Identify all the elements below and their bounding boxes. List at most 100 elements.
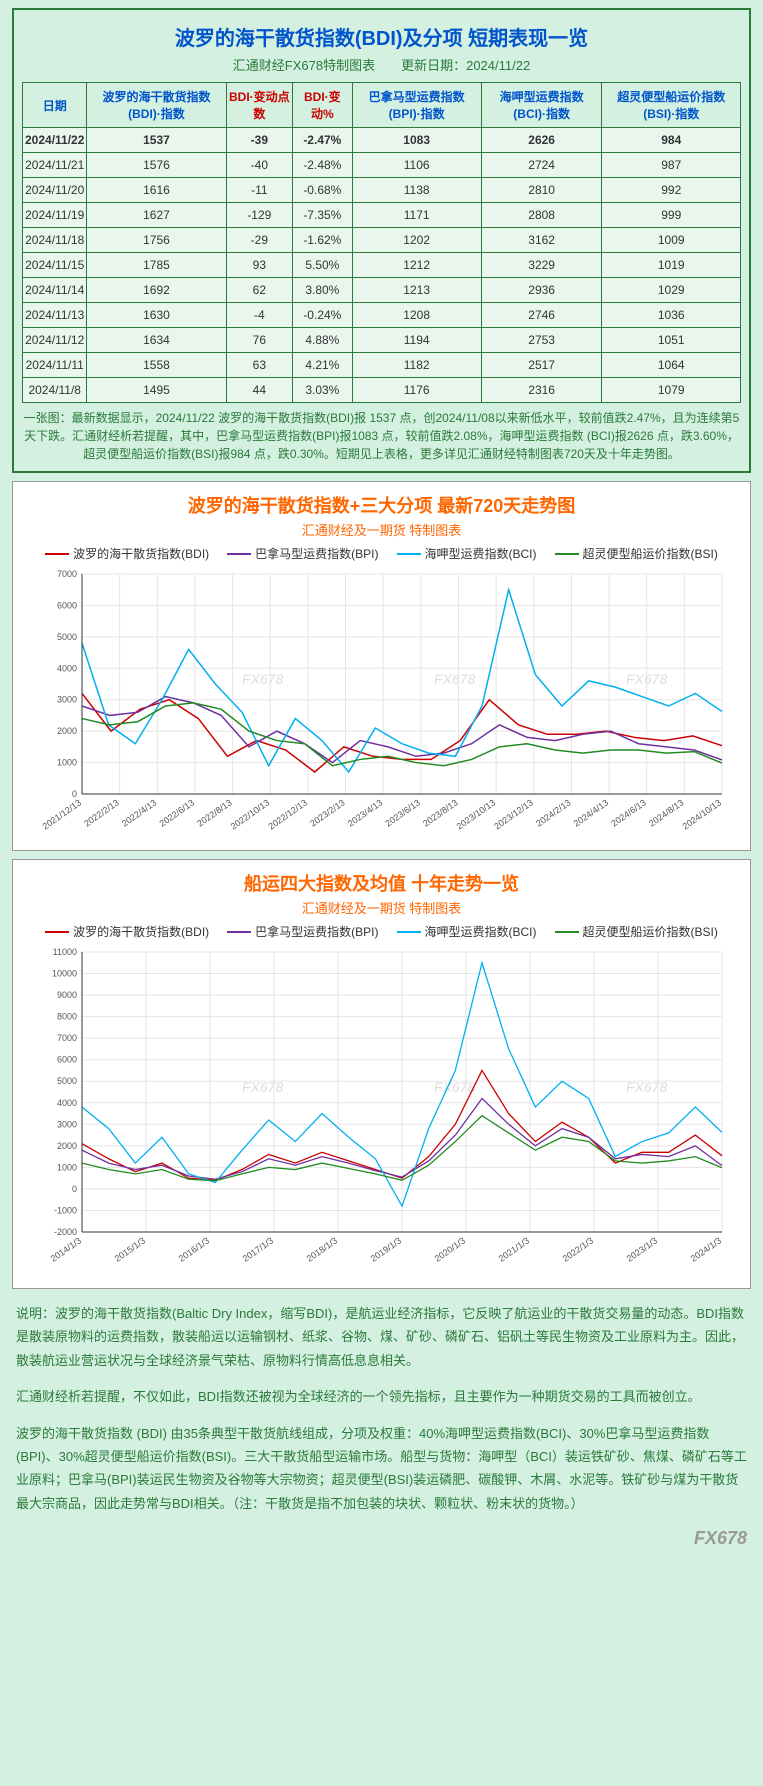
table-row: 2024/11/141692623.80%121329361029 — [23, 278, 741, 303]
table-header: 波罗的海干散货指数(BDI)·指数 — [87, 83, 226, 128]
table-row: 2024/11/121634764.88%119427531051 — [23, 328, 741, 353]
svg-text:FX678: FX678 — [242, 671, 283, 687]
legend-item: 海呷型运费指数(BCI) — [397, 923, 537, 940]
chart720-title: 波罗的海干散货指数+三大分项 最新720天走势图 — [19, 492, 744, 518]
table-row: 2024/11/81495443.03%117623161079 — [23, 378, 741, 403]
chart10y-title: 船运四大指数及均值 十年走势一览 — [19, 870, 744, 896]
svg-text:FX678: FX678 — [242, 1079, 283, 1095]
svg-text:2000: 2000 — [56, 726, 76, 736]
legend-item: 波罗的海干散货指数(BDI) — [45, 923, 209, 940]
explanation-paragraph: 汇通财经析若提醒，不仅如此，BDI指数还被视为全球经济的一个领先指标，且主要作为… — [16, 1385, 747, 1408]
svg-text:FX678: FX678 — [434, 1079, 475, 1095]
legend-item: 巴拿马型运费指数(BPI) — [227, 923, 378, 940]
svg-text:5000: 5000 — [56, 632, 76, 642]
chart10y-svg: -2000-1000010002000300040005000600070008… — [32, 942, 732, 1282]
table-row: 2024/11/181756-29-1.62%120231621009 — [23, 228, 741, 253]
svg-text:0: 0 — [71, 1184, 76, 1194]
legend-item: 超灵便型船运价指数(BSI) — [555, 545, 718, 562]
svg-text:2022/8/13: 2022/8/13 — [195, 797, 234, 828]
svg-text:2022/6/13: 2022/6/13 — [157, 797, 196, 828]
svg-text:2021/12/13: 2021/12/13 — [40, 797, 83, 831]
table-header: BDI·变动点数 — [226, 83, 293, 128]
chart10y-subtitle: 汇通财经及一期货 特制图表 — [19, 898, 744, 917]
svg-text:2014/1/3: 2014/1/3 — [48, 1235, 82, 1263]
svg-text:2022/10/13: 2022/10/13 — [228, 797, 271, 831]
legend-label: 超灵便型船运价指数(BSI) — [583, 923, 718, 940]
legend-item: 超灵便型船运价指数(BSI) — [555, 923, 718, 940]
table-subtitle: 汇通财经FX678特制图表 更新日期：2024/11/22 — [22, 55, 741, 74]
explanation-paragraph: 波罗的海干散货指数 (BDI) 由35条典型干散货航线组成，分项及权重：40%海… — [16, 1422, 747, 1516]
legend-swatch — [555, 931, 579, 933]
svg-text:2000: 2000 — [56, 1141, 76, 1151]
svg-text:8000: 8000 — [56, 1012, 76, 1022]
table-row: 2024/11/191627-129-7.35%11712808999 — [23, 203, 741, 228]
legend-label: 海呷型运费指数(BCI) — [425, 923, 537, 940]
table-row: 2024/11/221537-39-2.47%10832626984 — [23, 128, 741, 153]
table-header: BDI·变动% — [293, 83, 352, 128]
svg-text:2024/10/13: 2024/10/13 — [680, 797, 723, 831]
svg-text:2023/1/3: 2023/1/3 — [624, 1235, 658, 1263]
chart-720-day: 波罗的海干散货指数+三大分项 最新720天走势图 汇通财经及一期货 特制图表 波… — [12, 481, 751, 851]
legend-label: 超灵便型船运价指数(BSI) — [583, 545, 718, 562]
svg-text:-2000: -2000 — [53, 1227, 76, 1237]
svg-text:7000: 7000 — [56, 1033, 76, 1043]
svg-text:FX678: FX678 — [626, 1079, 667, 1095]
legend-item: 海呷型运费指数(BCI) — [397, 545, 537, 562]
svg-text:2024/8/13: 2024/8/13 — [646, 797, 685, 828]
svg-text:2016/1/3: 2016/1/3 — [176, 1235, 210, 1263]
svg-text:2022/2/13: 2022/2/13 — [82, 797, 121, 828]
svg-text:2024/2/13: 2024/2/13 — [534, 797, 573, 828]
table-row: 2024/11/111558634.21%118225171064 — [23, 353, 741, 378]
legend-item: 波罗的海干散货指数(BDI) — [45, 545, 209, 562]
svg-text:2023/12/13: 2023/12/13 — [492, 797, 535, 831]
legend-swatch — [397, 931, 421, 933]
svg-text:4000: 4000 — [56, 663, 76, 673]
legend-swatch — [555, 553, 579, 555]
svg-text:6000: 6000 — [56, 1055, 76, 1065]
svg-text:2018/1/3: 2018/1/3 — [304, 1235, 338, 1263]
svg-text:6000: 6000 — [56, 600, 76, 610]
svg-text:11000: 11000 — [52, 947, 76, 957]
legend-label: 海呷型运费指数(BCI) — [425, 545, 537, 562]
table-summary: 一张图：最新数据显示，2024/11/22 波罗的海干散货指数(BDI)报 15… — [22, 409, 741, 463]
legend-item: 巴拿马型运费指数(BPI) — [227, 545, 378, 562]
svg-text:2024/1/3: 2024/1/3 — [688, 1235, 722, 1263]
chart720-svg: 010002000300040005000600070002021/12/132… — [32, 564, 732, 844]
bdi-table: 日期波罗的海干散货指数(BDI)·指数BDI·变动点数BDI·变动%巴拿马型运费… — [22, 82, 741, 403]
svg-text:FX678: FX678 — [626, 671, 667, 687]
svg-text:-1000: -1000 — [53, 1205, 76, 1215]
legend-label: 波罗的海干散货指数(BDI) — [73, 545, 209, 562]
svg-text:2022/4/13: 2022/4/13 — [119, 797, 158, 828]
table-row: 2024/11/131630-4-0.24%120827461036 — [23, 303, 741, 328]
table-header: 海呷型运费指数(BCI)·指数 — [481, 83, 602, 128]
table-title: 波罗的海干散货指数(BDI)及分项 短期表现一览 — [22, 22, 741, 51]
svg-text:4000: 4000 — [56, 1098, 76, 1108]
chart720-subtitle: 汇通财经及一期货 特制图表 — [19, 520, 744, 539]
table-row: 2024/11/201616-11-0.68%11382810992 — [23, 178, 741, 203]
bottom-watermark: FX678 — [16, 1528, 747, 1549]
legend-swatch — [45, 553, 69, 555]
svg-text:3000: 3000 — [56, 1119, 76, 1129]
legend-swatch — [397, 553, 421, 555]
legend-label: 巴拿马型运费指数(BPI) — [255, 545, 378, 562]
chart10y-legend: 波罗的海干散货指数(BDI) 巴拿马型运费指数(BPI) 海呷型运费指数(BCI) 超… — [19, 923, 744, 940]
svg-text:FX678: FX678 — [434, 671, 475, 687]
svg-text:2024/6/13: 2024/6/13 — [609, 797, 648, 828]
svg-text:2019/1/3: 2019/1/3 — [368, 1235, 402, 1263]
svg-text:2023/4/13: 2023/4/13 — [345, 797, 384, 828]
svg-text:1000: 1000 — [56, 1162, 76, 1172]
svg-text:2023/6/13: 2023/6/13 — [383, 797, 422, 828]
svg-text:2023/2/13: 2023/2/13 — [308, 797, 347, 828]
svg-text:2023/10/13: 2023/10/13 — [454, 797, 497, 831]
explanation-text: 说明：波罗的海干散货指数(Baltic Dry Index，缩写BDI)，是航运… — [16, 1302, 747, 1515]
svg-text:2017/1/3: 2017/1/3 — [240, 1235, 274, 1263]
table-header: 日期 — [23, 83, 87, 128]
svg-text:2024/4/13: 2024/4/13 — [571, 797, 610, 828]
table-row: 2024/11/151785935.50%121232291019 — [23, 253, 741, 278]
chart720-legend: 波罗的海干散货指数(BDI) 巴拿马型运费指数(BPI) 海呷型运费指数(BCI) 超… — [19, 545, 744, 562]
svg-text:1000: 1000 — [56, 758, 76, 768]
svg-text:7000: 7000 — [56, 569, 76, 579]
chart-10-year: 船运四大指数及均值 十年走势一览 汇通财经及一期货 特制图表 波罗的海干散货指数… — [12, 859, 751, 1289]
legend-label: 巴拿马型运费指数(BPI) — [255, 923, 378, 940]
svg-text:10000: 10000 — [51, 969, 76, 979]
